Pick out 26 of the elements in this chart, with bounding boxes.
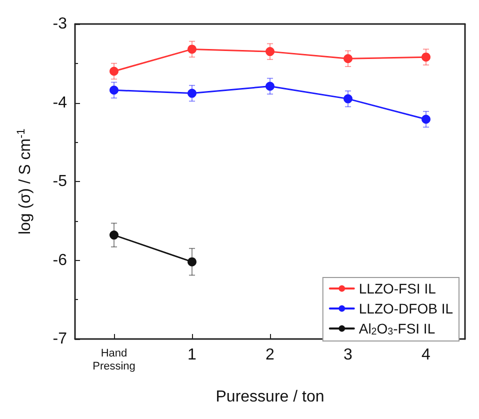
point (266, 82, 274, 91)
y-axis-title: log (σ) / S cm-1 (16, 128, 34, 235)
x-tick-label: 2 (266, 346, 275, 364)
y-tick-label: -3 (52, 16, 68, 32)
legend-label: LLZO-DFOB IL (358, 300, 454, 316)
point (188, 257, 196, 266)
legend-label: LLZO-FSI IL (358, 280, 436, 296)
point (110, 66, 118, 76)
point (266, 47, 274, 56)
x-tick-label: Hand Pressing (92, 348, 136, 372)
point (110, 230, 118, 240)
y-tick-label: -7 (52, 330, 68, 348)
y-tick-label: -5 (52, 173, 68, 190)
point (422, 114, 430, 124)
x-tick-label: 3 (344, 346, 353, 364)
point (344, 94, 352, 104)
point (344, 54, 352, 64)
point (110, 86, 118, 95)
y-tick-label: -4 (52, 94, 68, 112)
point (188, 44, 196, 54)
y-tick-label: -6 (52, 252, 68, 269)
x-axis-title: Puressure / ton (216, 388, 324, 406)
point (422, 52, 430, 62)
point (188, 88, 196, 98)
x-tick-label: 1 (188, 346, 197, 364)
x-tick-label: 4 (422, 346, 431, 364)
